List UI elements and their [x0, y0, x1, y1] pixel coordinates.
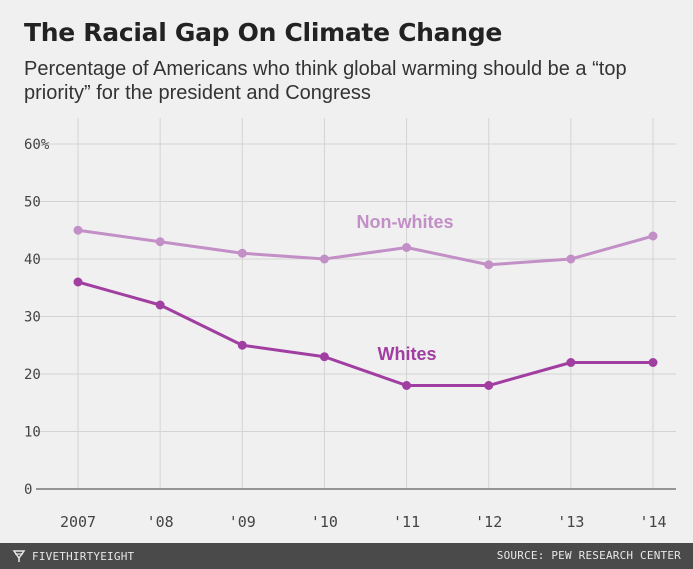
series-label: Whites [377, 344, 436, 364]
data-point [237, 340, 247, 350]
chart-title: The Racial Gap On Climate Change [24, 18, 502, 47]
data-point [402, 243, 412, 252]
brand: FIVETHIRTYEIGHT [12, 549, 134, 563]
y-tick-label: 60% [24, 137, 50, 153]
x-tick-label: '13 [557, 513, 584, 531]
data-point [319, 352, 329, 362]
x-tick-label: 2007 [60, 513, 96, 531]
data-point [648, 358, 658, 367]
series-label: Non-whites [357, 212, 454, 232]
source-note: SOURCE: PEW RESEARCH CENTER [496, 549, 681, 562]
brand-name: FIVETHIRTYEIGHT [32, 549, 135, 563]
x-tick-label: '14 [639, 513, 666, 531]
y-tick-label: 50 [24, 195, 41, 211]
x-tick-label: '12 [475, 513, 502, 531]
data-point [155, 237, 165, 247]
x-tick-label: '10 [311, 513, 338, 531]
series-line [77, 280, 653, 387]
data-point [566, 254, 576, 264]
x-tick-label: '11 [393, 513, 420, 531]
data-point [73, 277, 83, 287]
data-point [155, 300, 165, 310]
data-point [402, 381, 412, 390]
x-tick-label: '08 [147, 513, 174, 531]
data-point [319, 254, 329, 264]
x-tick-label: '09 [229, 513, 256, 531]
footer-bar: FIVETHIRTYEIGHT SOURCE: PEW RESEARCH CEN… [0, 543, 693, 569]
series-line [77, 228, 654, 267]
y-tick-label: 10 [24, 425, 41, 441]
y-tick-label: 20 [24, 367, 41, 383]
y-tick-label: 0 [24, 482, 32, 498]
line-chart: 0 10 20 30 40 50 60% 2007 '08 '09 '10 '11 '12 '13 '14 N… [24, 118, 676, 531]
y-tick-label: 40 [24, 252, 41, 268]
chart-subtitle: Percentage of Americans who think global… [24, 58, 627, 104]
data-point [237, 248, 247, 258]
data-point [484, 381, 494, 390]
data-point [566, 358, 576, 367]
data-point [648, 231, 658, 241]
fivethirtyeight-logo-icon [12, 550, 26, 562]
y-tick-label: 30 [24, 310, 41, 326]
data-point [73, 225, 83, 235]
data-point [484, 260, 494, 270]
